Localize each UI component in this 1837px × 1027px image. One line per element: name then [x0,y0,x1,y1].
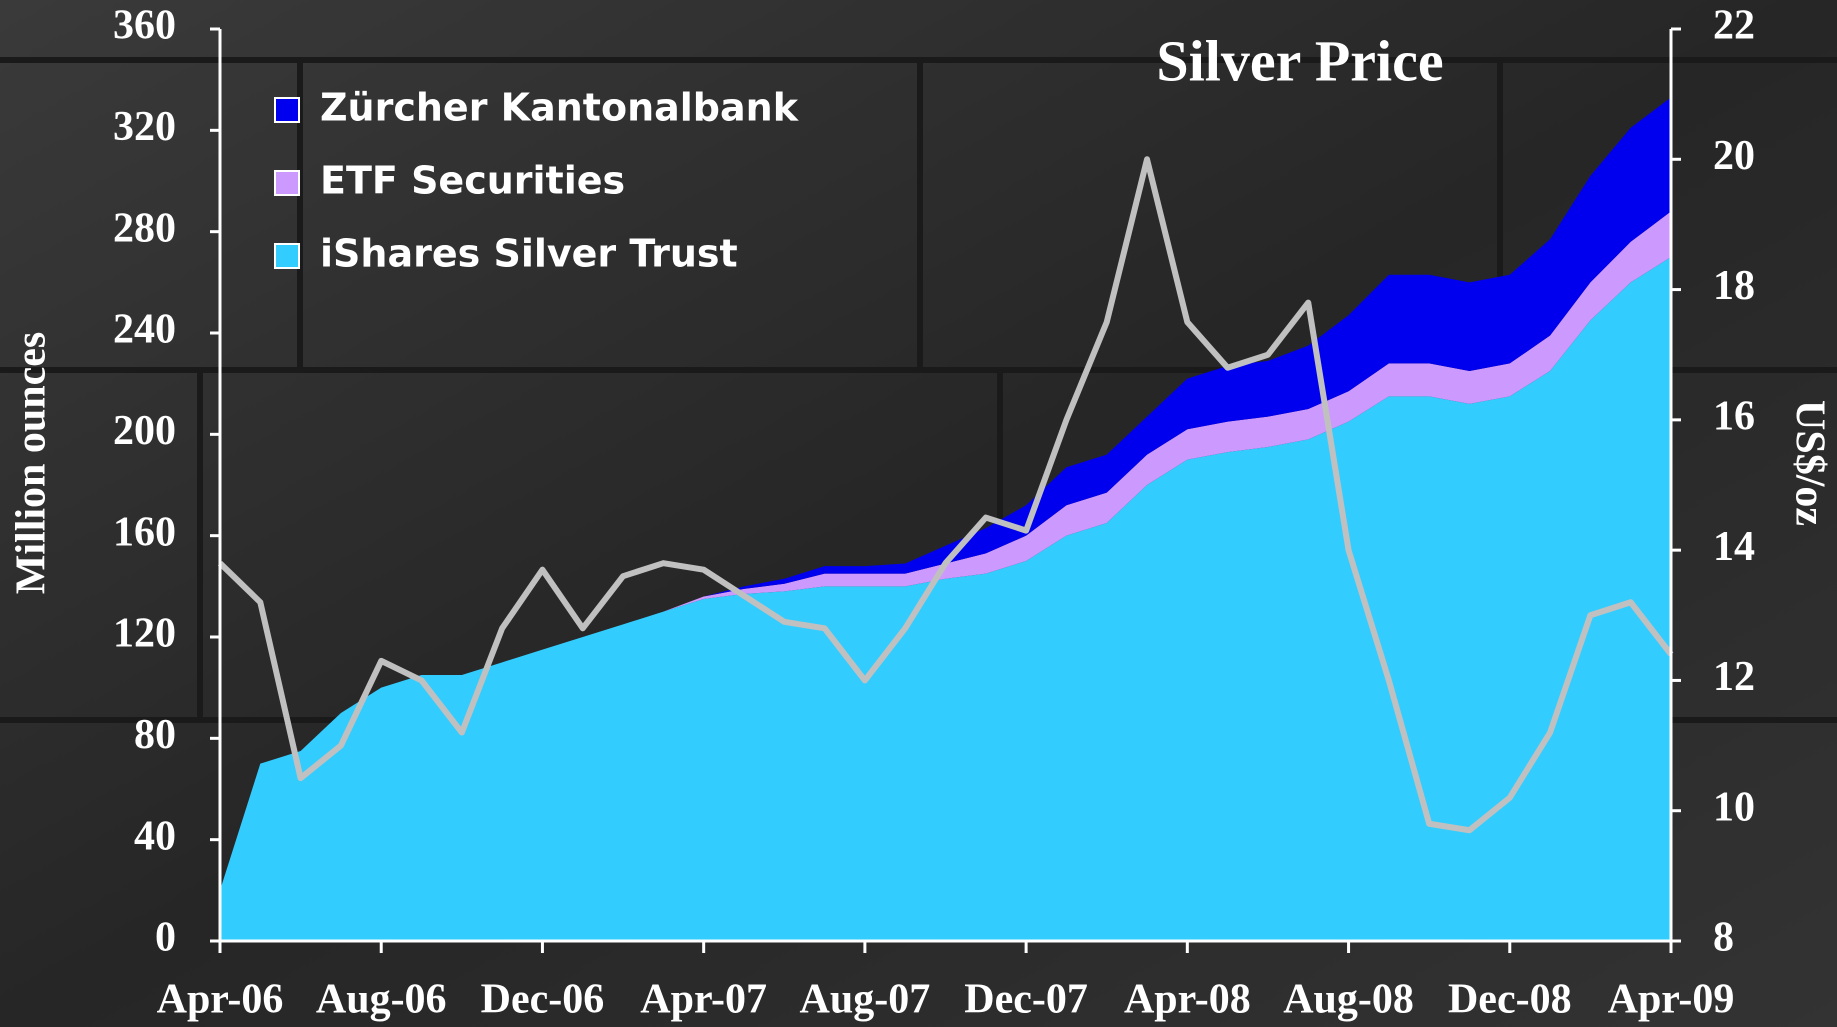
y-tick-label: 80 [134,712,176,758]
y2-tick-label: 12 [1713,654,1755,700]
y2-tick-label: 10 [1713,784,1755,830]
y-tick-label: 0 [155,915,176,961]
y2-tick-label: 22 [1713,3,1755,49]
legend-label: ETF Securities [320,159,625,203]
y-tick-label: 160 [113,509,176,555]
x-tick-label: Apr-09 [1608,977,1735,1023]
y2-tick-label: 18 [1713,263,1755,309]
y-tick-label: 240 [113,307,176,353]
x-tick-label: Aug-07 [800,977,931,1023]
y2-tick-label: 16 [1713,393,1755,439]
x-tick-label: Dec-06 [481,977,605,1023]
y-tick-label: 40 [134,813,176,859]
x-tick-label: Dec-07 [964,977,1088,1023]
y-tick-label: 360 [113,3,176,49]
legend-label: Zürcher Kantonalbank [320,86,799,130]
y-tick-label: 120 [113,611,176,657]
x-tick-label: Dec-08 [1448,977,1572,1023]
x-tick-label: Aug-06 [316,977,447,1023]
y2-tick-label: 14 [1713,524,1755,570]
y2-tick-label: 20 [1713,133,1755,179]
y2-axis-label: US$/oz [1786,400,1832,526]
x-tick-label: Apr-07 [640,977,767,1023]
area [220,257,1671,941]
x-tick-label: Apr-08 [1124,977,1251,1023]
legend-swatch [274,97,300,123]
x-tick-label: Aug-08 [1283,977,1414,1023]
legend-label: iShares Silver Trust [320,232,738,276]
y-axis-label: Million ounces [9,332,55,595]
series-label: Silver Price [1156,28,1443,93]
y-tick-label: 280 [113,205,176,251]
y-tick-label: 320 [113,104,176,150]
x-tick-label: Apr-06 [157,977,284,1023]
y2-tick-label: 8 [1713,915,1734,961]
y-tick-label: 200 [113,408,176,454]
legend-swatch [274,243,300,269]
line [217,156,1674,834]
legend-swatch [274,170,300,196]
